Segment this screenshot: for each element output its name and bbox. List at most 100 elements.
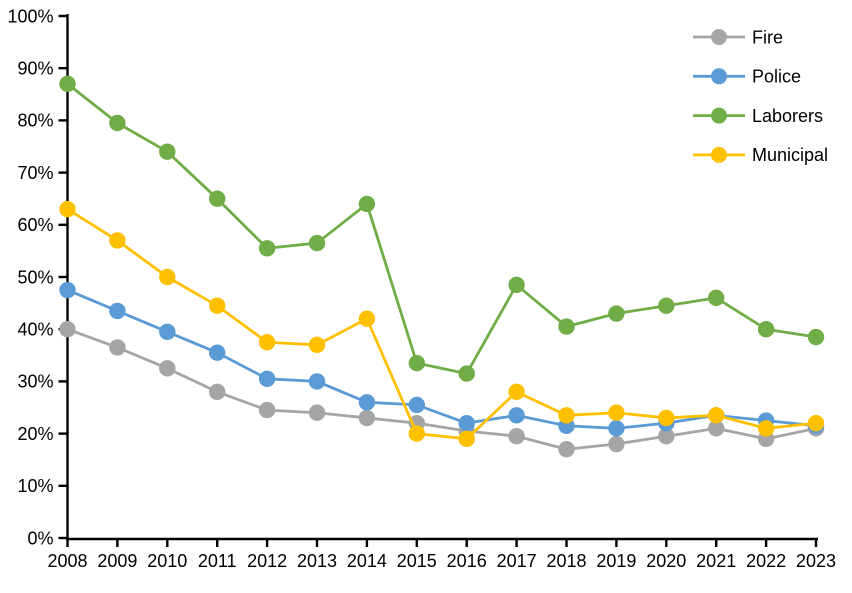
data-point-municipal-2022 <box>757 420 775 437</box>
data-point-laborers-2009 <box>109 114 126 132</box>
data-point-municipal-2014 <box>358 310 376 327</box>
x-tick-label: 2013 <box>297 551 337 571</box>
data-point-municipal-2019 <box>608 404 625 421</box>
series-line-municipal <box>66 207 818 441</box>
legend-marker-icon <box>711 68 727 85</box>
series-municipal <box>59 200 825 448</box>
x-tick-label: 2012 <box>247 551 287 571</box>
data-point-police-2016 <box>458 414 475 432</box>
y-tick-label: 10% <box>17 476 53 496</box>
data-point-laborers-2019 <box>608 305 625 322</box>
data-point-municipal-2020 <box>658 409 675 427</box>
data-point-fire-2013 <box>308 404 326 421</box>
x-tick-label: 2016 <box>447 551 487 571</box>
data-point-laborers-2017 <box>508 276 525 294</box>
data-point-fire-2018 <box>558 441 575 458</box>
legend-item-police: Police <box>693 67 801 87</box>
x-tick-label: 2022 <box>746 551 786 571</box>
y-tick-label: 90% <box>17 59 53 79</box>
data-point-police-2009 <box>109 302 126 320</box>
y-tick-label: 0% <box>27 528 53 548</box>
legend-item-fire: Fire <box>693 27 783 47</box>
data-point-police-2017 <box>508 407 525 424</box>
legend-label: Laborers <box>752 106 823 126</box>
x-tick-label: 2020 <box>646 551 686 571</box>
data-point-laborers-2013 <box>308 234 326 252</box>
data-point-fire-2008 <box>59 321 76 338</box>
data-point-municipal-2017 <box>508 383 525 401</box>
legend-label: Police <box>752 67 801 87</box>
data-point-police-2014 <box>358 394 376 411</box>
data-point-laborers-2021 <box>708 289 725 307</box>
series-line-fire <box>66 327 818 451</box>
data-point-police-2013 <box>308 373 326 390</box>
y-tick-label: 70% <box>17 163 53 183</box>
data-point-municipal-2009 <box>109 232 126 249</box>
x-tick-label: 2017 <box>497 551 537 571</box>
y-tick-label: 50% <box>17 267 53 287</box>
data-point-municipal-2012 <box>258 334 276 351</box>
data-point-laborers-2010 <box>159 143 176 160</box>
series-laborers <box>59 75 825 382</box>
x-axis: 2008 2009 2010 2011 2012 2013 2014 2015 2016 2017… <box>47 539 836 571</box>
y-tick-label: 60% <box>17 215 53 235</box>
data-point-laborers-2008 <box>59 75 76 93</box>
x-tick-label: 2023 <box>796 551 836 571</box>
data-point-fire-2020 <box>658 428 675 445</box>
legend-item-municipal: Municipal <box>693 145 828 165</box>
legend-marker-icon <box>711 146 727 163</box>
data-point-municipal-2021 <box>708 407 725 424</box>
legend: Fire Police Laborers Municipal <box>693 27 828 165</box>
x-tick-label: 2010 <box>147 551 187 571</box>
data-point-municipal-2018 <box>558 407 575 424</box>
series-line-laborers <box>66 82 818 375</box>
data-point-police-2012 <box>258 370 276 387</box>
data-point-laborers-2022 <box>757 321 775 338</box>
data-point-police-2008 <box>59 281 76 299</box>
data-point-municipal-2008 <box>59 200 76 218</box>
data-point-police-2010 <box>159 323 176 341</box>
y-axis: 0% 10% 20% 30% 40% 50% 60% 70% 80% 90% 100% <box>7 6 68 548</box>
data-point-police-2019 <box>608 420 625 437</box>
data-point-fire-2009 <box>109 339 126 356</box>
x-tick-label: 2018 <box>546 551 586 571</box>
data-point-municipal-2011 <box>209 297 226 314</box>
data-point-police-2015 <box>408 396 425 414</box>
x-tick-label: 2021 <box>696 551 736 571</box>
data-point-fire-2021 <box>708 420 725 437</box>
series-line-police <box>66 288 818 430</box>
data-point-fire-2012 <box>258 401 276 419</box>
data-point-laborers-2023 <box>807 328 825 346</box>
x-tick-label: 2008 <box>47 551 87 571</box>
data-point-police-2011 <box>209 344 226 361</box>
y-tick-label: 80% <box>17 111 53 131</box>
data-point-laborers-2015 <box>408 354 425 372</box>
data-point-laborers-2020 <box>658 297 675 314</box>
x-tick-label: 2009 <box>97 551 137 571</box>
legend-item-laborers: Laborers <box>693 106 823 126</box>
x-tick-label: 2019 <box>596 551 636 571</box>
data-point-fire-2010 <box>159 360 176 377</box>
data-point-municipal-2015 <box>408 425 425 442</box>
data-point-fire-2019 <box>608 435 625 453</box>
data-point-fire-2014 <box>358 409 376 427</box>
legend-label: Municipal <box>752 145 828 165</box>
legend-marker-icon <box>711 29 727 45</box>
legend-label: Fire <box>752 27 783 47</box>
y-tick-label: 30% <box>17 372 53 392</box>
data-point-laborers-2011 <box>209 190 226 207</box>
data-point-municipal-2013 <box>308 336 326 354</box>
data-point-laborers-2012 <box>258 240 276 257</box>
x-tick-label: 2011 <box>198 551 237 571</box>
legend-marker-icon <box>711 107 727 124</box>
x-tick-label: 2014 <box>347 551 387 571</box>
data-point-laborers-2014 <box>358 195 376 213</box>
data-point-fire-2011 <box>209 383 226 401</box>
data-point-municipal-2023 <box>807 414 825 432</box>
data-point-laborers-2016 <box>458 365 475 382</box>
data-point-municipal-2010 <box>159 268 176 286</box>
data-point-laborers-2018 <box>558 318 575 335</box>
y-tick-label: 100% <box>7 6 53 26</box>
